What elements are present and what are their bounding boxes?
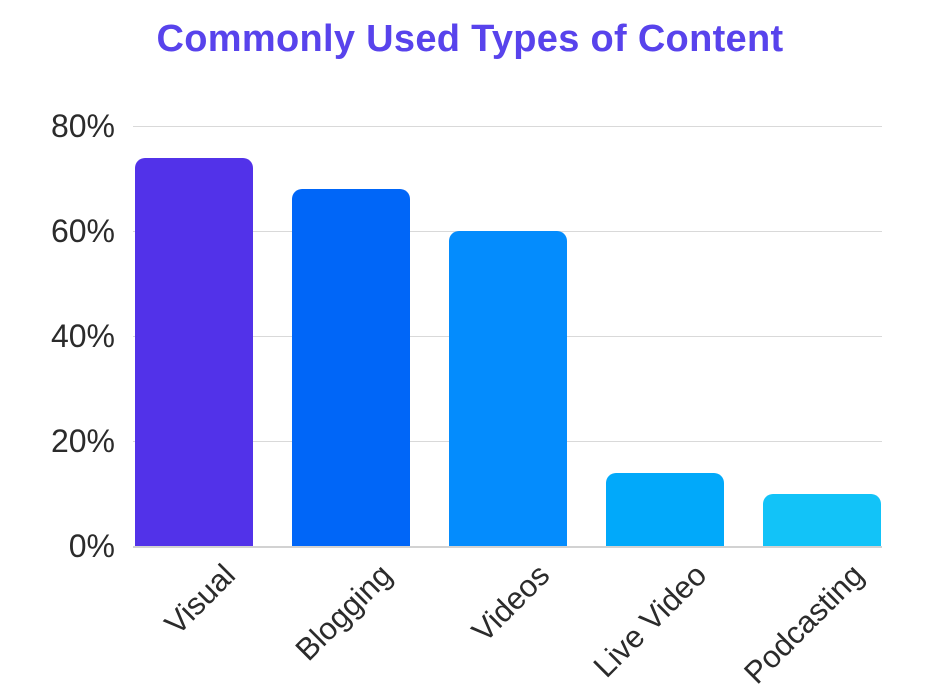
plot-area: Visual Blogging Videos Live Video Podcasting: [133, 126, 882, 691]
y-tick-label-80: 80%: [50, 108, 115, 144]
x-axis-label-blogging: Blogging: [288, 557, 400, 668]
bar-podcasting: [763, 493, 881, 546]
bar-visual: [135, 157, 253, 546]
y-tick-label-40: 40%: [50, 318, 115, 354]
chart-title: Commonly Used Types of Content: [156, 18, 784, 60]
x-axis-label-visual: Visual: [157, 557, 243, 642]
y-tick-label-60: 60%: [50, 213, 115, 249]
bar-blogging: [292, 189, 410, 546]
bar-videos: [449, 231, 567, 546]
x-axis-label-videos: Videos: [464, 557, 557, 649]
bar-live-video: [606, 472, 724, 546]
x-axis-baseline: [133, 546, 882, 548]
x-axis-label-live-video: Live Video: [586, 557, 714, 685]
y-tick-label-20: 20%: [50, 423, 115, 459]
gridline-80: [133, 126, 882, 127]
y-tick-label-0: 0%: [68, 528, 115, 564]
x-axis-label-podcasting: Podcasting: [736, 557, 871, 691]
